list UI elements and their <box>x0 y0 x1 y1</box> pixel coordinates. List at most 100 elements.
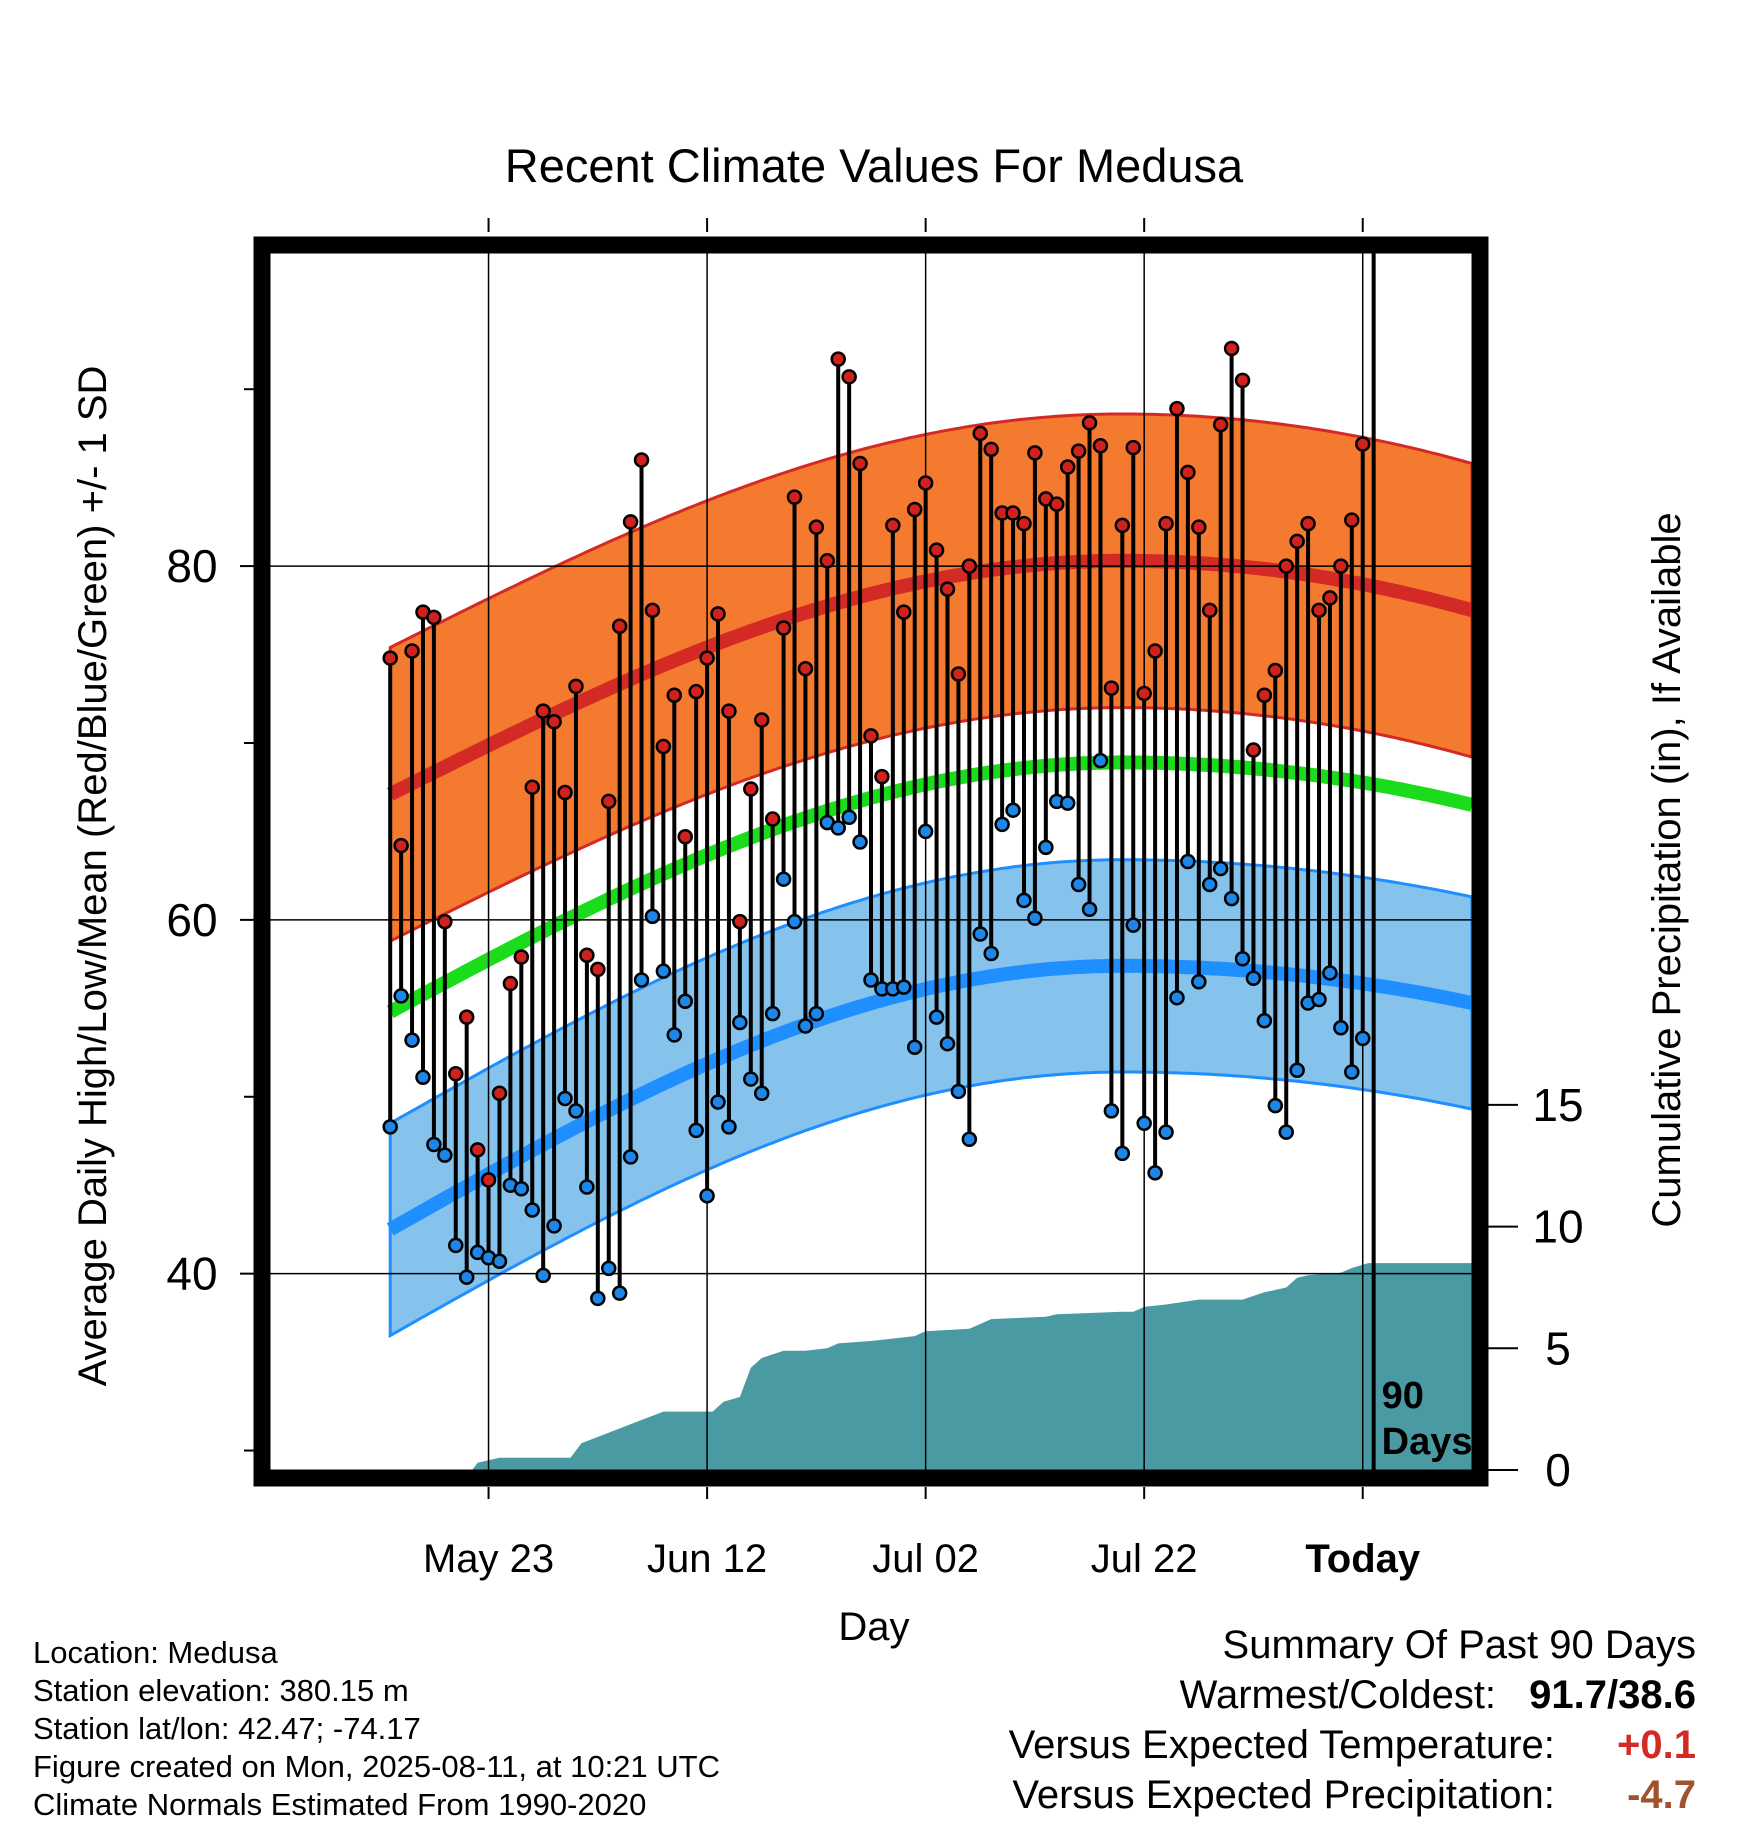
low-point <box>1081 901 1098 918</box>
temp-anomaly-value: +0.1 <box>1617 1723 1696 1767</box>
high-point <box>688 683 704 700</box>
daily-range-stems <box>388 348 1365 1299</box>
station-info: Location: Medusa Station elevation: 380.… <box>33 1634 720 1824</box>
y2-tick-label: 10 <box>1532 1201 1583 1253</box>
high-point <box>677 828 693 845</box>
low-point <box>1114 1145 1131 1162</box>
elevation-text: Station elevation: 380.15 m <box>33 1673 409 1708</box>
low-point <box>906 1039 923 1055</box>
high-point <box>1267 662 1284 679</box>
low-point <box>732 1014 748 1031</box>
low-point <box>950 1083 967 1100</box>
y2-tick-label: 15 <box>1532 1079 1583 1131</box>
low-point <box>1354 1030 1371 1047</box>
low-point <box>590 1290 606 1307</box>
low-point <box>1234 951 1251 967</box>
high-point <box>743 781 759 797</box>
low-point <box>1005 802 1021 818</box>
axes: May 23 Jun 12 Jul 02 Jul 22 Today 40 60 80 0 5 10 1… <box>166 218 1584 1581</box>
plot-frame <box>253 236 1489 1487</box>
today-days-word: Days <box>1382 1421 1473 1463</box>
high-point <box>764 811 781 827</box>
low-point <box>1147 1165 1163 1181</box>
low-point <box>743 1071 759 1087</box>
low-point <box>491 1253 508 1270</box>
high-point <box>622 514 639 530</box>
high-point <box>535 703 551 719</box>
high-point <box>1158 515 1174 532</box>
high-point <box>469 1142 486 1158</box>
low-point <box>633 972 650 988</box>
low-point <box>961 1131 978 1147</box>
high-point <box>928 542 945 558</box>
summary-panel: Summary Of Past 90 Days Warmest/Coldest:… <box>1009 1620 1696 1820</box>
high-point <box>863 728 879 744</box>
low-point <box>1267 1097 1284 1114</box>
high-point <box>1311 602 1327 619</box>
low-point <box>1311 991 1327 1008</box>
low-point <box>841 809 857 826</box>
high-point <box>841 369 857 385</box>
high-point <box>1103 680 1120 696</box>
low-point <box>655 963 672 979</box>
low-point <box>1136 1115 1152 1132</box>
low-point <box>393 988 409 1004</box>
high-point <box>1300 515 1316 532</box>
low-point <box>557 1090 573 1107</box>
high-point <box>480 1172 497 1188</box>
low-point <box>666 1027 683 1043</box>
low-point <box>1201 876 1218 893</box>
normal-mean-line <box>386 755 1474 1019</box>
low-point <box>699 1188 715 1204</box>
normal-high-line <box>387 553 1474 801</box>
high-point <box>1081 415 1098 431</box>
high-point <box>448 1066 464 1082</box>
high-point <box>1344 512 1360 528</box>
precip-anomaly-label: Versus Expected Precipitation: <box>1012 1773 1555 1817</box>
high-point <box>732 913 748 930</box>
low-point <box>994 816 1010 833</box>
high-point <box>819 553 836 569</box>
low-point <box>458 1269 475 1285</box>
y-tick-label: 40 <box>166 1248 217 1300</box>
low-point <box>546 1218 562 1234</box>
high-point <box>1354 436 1371 452</box>
high-point <box>382 650 398 666</box>
created-text: Figure created on Mon, 2025-08-11, at 10… <box>33 1749 720 1784</box>
low-point <box>764 1005 781 1022</box>
low-point <box>808 1005 825 1022</box>
high-point <box>753 712 770 728</box>
high-point <box>1059 459 1076 475</box>
x-axis-title: Day <box>838 1605 909 1649</box>
high-point <box>906 501 923 518</box>
low-point <box>415 1069 431 1086</box>
warmest-coldest-label: Warmest/Coldest: <box>1179 1673 1497 1717</box>
low-point <box>1245 970 1262 986</box>
low-point <box>535 1267 551 1284</box>
high-point <box>1289 533 1305 550</box>
high-point <box>655 738 672 755</box>
high-point <box>546 714 562 730</box>
low-point <box>1333 1020 1349 1036</box>
low-point <box>972 926 989 942</box>
low-point <box>437 1147 453 1163</box>
x-tick-label: Jul 02 <box>872 1537 979 1581</box>
low-point <box>1180 853 1196 870</box>
low-point <box>1344 1064 1360 1080</box>
y2-tick-label: 0 <box>1545 1444 1571 1496</box>
low-point <box>579 1179 595 1195</box>
high-point <box>491 1085 508 1101</box>
normal-low-line <box>386 958 1474 1236</box>
high-point <box>1027 445 1043 461</box>
x-tick-label: Jul 22 <box>1091 1537 1198 1581</box>
high-point <box>633 452 650 468</box>
high-point <box>939 581 956 597</box>
high-point <box>808 519 825 535</box>
today-days-number: 90 <box>1382 1375 1424 1417</box>
high-point <box>568 678 584 695</box>
low-point <box>1059 795 1076 811</box>
high-point <box>666 687 683 703</box>
high-point <box>502 975 519 992</box>
